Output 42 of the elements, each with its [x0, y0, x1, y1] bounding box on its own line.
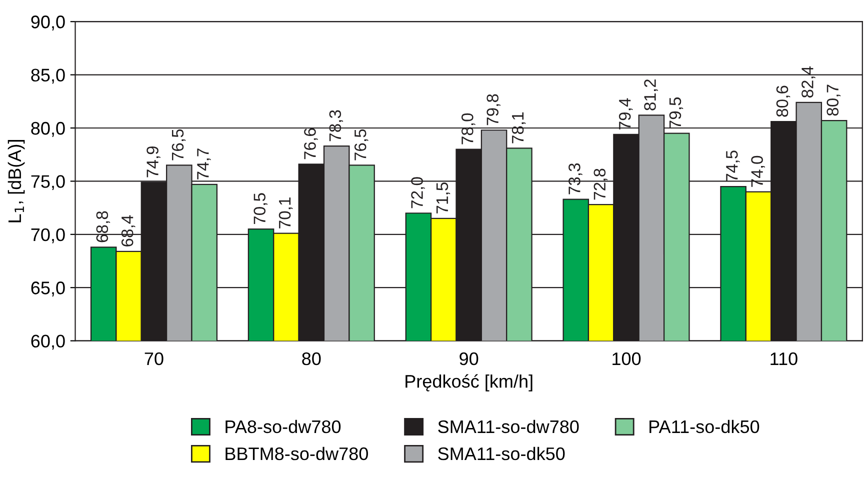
data-label: 76,5 [354, 129, 368, 160]
legend-label: BBTM8-so-dw780 [226, 446, 368, 460]
y-tick-label: 60,0 [31, 334, 65, 350]
data-label: 79,4 [618, 98, 633, 130]
x-tick-label: 100 [612, 352, 641, 366]
y-tick-label: 80,0 [31, 122, 65, 137]
data-label: 74,5 [726, 150, 740, 182]
x-tick-label: 70 [144, 352, 164, 366]
data-label: 80,7 [826, 84, 841, 116]
data-label: 74,7 [197, 148, 211, 180]
data-label: 70,1 [278, 198, 293, 228]
data-label: 81,2 [644, 79, 658, 110]
data-label: 76,5 [172, 129, 186, 160]
y-tick-label: 70,0 [31, 228, 65, 244]
legend-label: SMA11-so-dk50 [438, 446, 565, 460]
data-label: 79,5 [669, 97, 684, 128]
data-label: 76,6 [304, 128, 318, 160]
y-tick-label: 65,0 [31, 282, 65, 296]
y-axis-title: L$_{1}$, [dB(A)] [8, 140, 25, 222]
data-label: 68,4 [121, 215, 136, 246]
data-label: 74,9 [146, 146, 160, 178]
data-label: 80,6 [776, 86, 790, 117]
data-label: 79,8 [486, 94, 500, 126]
y-tick-label: 75,0 [31, 175, 65, 190]
data-label: 73,3 [568, 163, 582, 194]
data-label: 72,8 [594, 168, 608, 200]
data-label: 74,0 [751, 156, 765, 187]
x-tick-label: 110 [770, 352, 798, 366]
y-tick-label: 85,0 [31, 68, 65, 84]
data-label: 72,0 [411, 177, 425, 208]
data-label: 71,5 [436, 182, 450, 214]
y-tick-label: 90,0 [31, 16, 65, 30]
legend-label: PA8-so-dw780 [226, 420, 341, 434]
data-label: 78,3 [329, 110, 344, 142]
data-label: 82,4 [802, 66, 816, 98]
data-label: 70,5 [254, 193, 268, 224]
x-axis-title: Prędkość [km/h] [406, 374, 532, 392]
x-tick-label: 90 [460, 352, 478, 366]
data-label: 68,8 [96, 211, 110, 242]
legend-label: SMA11-so-dw780 [438, 420, 579, 434]
x-tick-label: 80 [302, 352, 321, 366]
legend-label: PA11-so-dk50 [650, 420, 760, 434]
